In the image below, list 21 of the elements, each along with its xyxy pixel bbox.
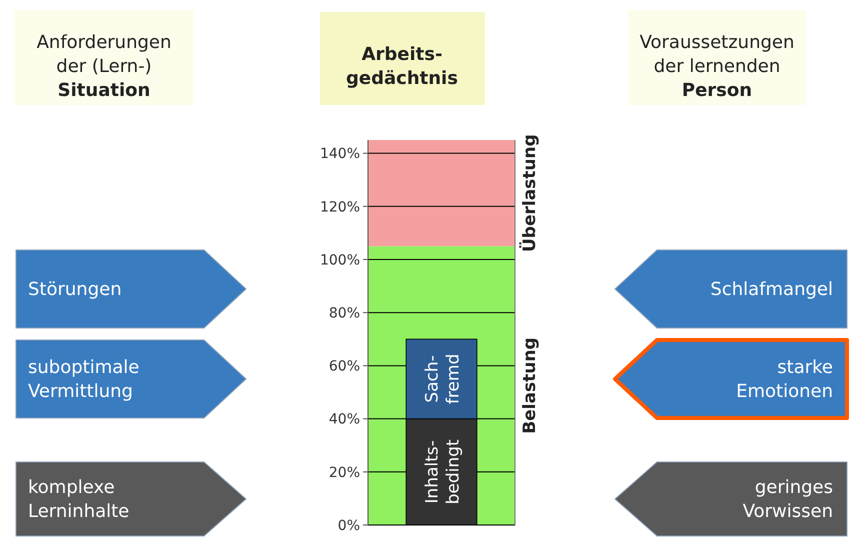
y-tick-label: 80%: [328, 305, 360, 322]
y-tick-label: 140%: [320, 146, 360, 162]
band-label: Belastung: [520, 337, 540, 434]
y-tick-label: 40%: [328, 412, 360, 428]
text: komplexe Lerninhalte: [28, 477, 130, 522]
y-tick-label: 100%: [320, 252, 360, 268]
text: geringes Vorwissen: [742, 477, 833, 522]
chart-title: Arbeits- gedächtnis: [346, 44, 458, 89]
series-label: Sach- fremd: [422, 354, 464, 404]
text: Schlafmangel: [710, 279, 833, 300]
series-label: Inhalts- bedingt: [422, 439, 464, 504]
band-label: Überlastung: [519, 134, 540, 252]
text: starke Emotionen: [736, 357, 833, 402]
text: Voraussetzungen der lernenden Person: [640, 32, 794, 101]
text: Anforderungen der (Lern-) Situation: [36, 32, 172, 101]
y-tick-label: 20%: [328, 464, 360, 481]
text: Störungen: [28, 279, 122, 300]
y-tick-label: 120%: [320, 199, 360, 216]
y-tick-label: 60%: [328, 358, 360, 375]
y-tick-label: 0%: [338, 518, 360, 534]
text: suboptimale Vermittlung: [28, 357, 140, 402]
